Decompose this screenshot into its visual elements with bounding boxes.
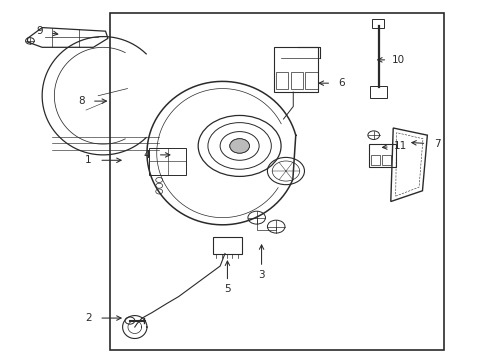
Bar <box>382 155 390 165</box>
Text: 9: 9 <box>36 26 43 36</box>
Text: 4: 4 <box>143 150 150 160</box>
Text: 8: 8 <box>78 96 84 106</box>
Text: 6: 6 <box>338 78 345 88</box>
Bar <box>368 144 395 167</box>
FancyBboxPatch shape <box>110 13 444 350</box>
Bar <box>370 155 379 165</box>
Bar <box>305 72 317 89</box>
Bar <box>369 86 386 98</box>
Text: 10: 10 <box>391 55 404 65</box>
Text: 11: 11 <box>393 141 407 151</box>
Text: 5: 5 <box>224 284 230 294</box>
Circle shape <box>229 139 249 153</box>
Text: 2: 2 <box>85 313 92 323</box>
Bar <box>212 237 242 253</box>
Text: 7: 7 <box>433 139 440 149</box>
Bar <box>273 47 317 92</box>
Bar <box>149 148 185 175</box>
Bar <box>371 19 384 28</box>
Text: 3: 3 <box>258 270 264 280</box>
Bar <box>290 72 303 89</box>
Text: 1: 1 <box>85 155 92 165</box>
Bar <box>276 72 288 89</box>
